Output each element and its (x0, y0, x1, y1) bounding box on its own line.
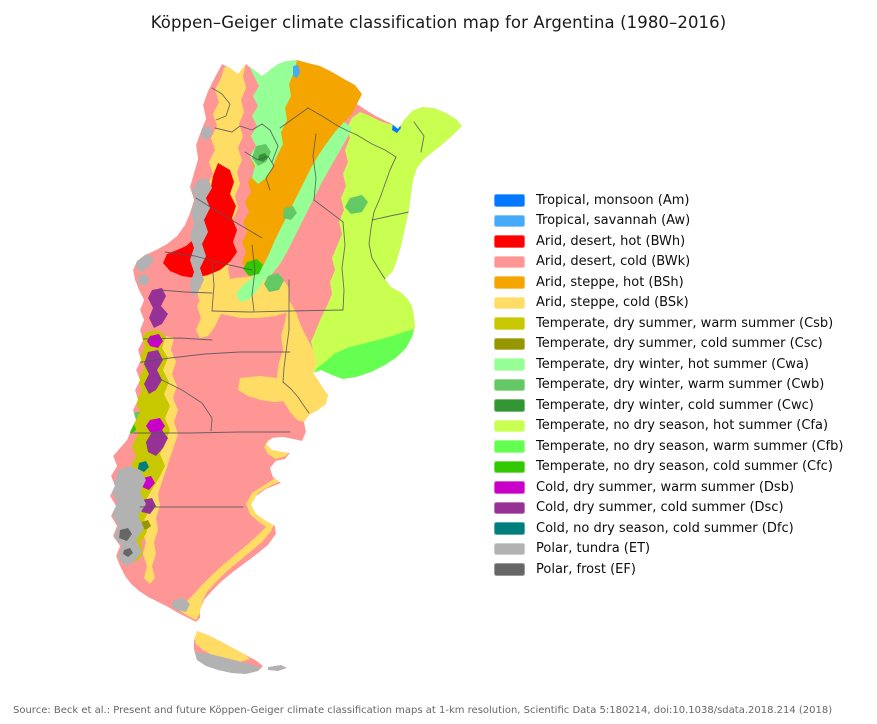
legend-swatch-Csb (494, 317, 525, 330)
legend-item-BWh: Arid, desert, hot (BWh) (494, 231, 843, 252)
legend-item-Dsb: Cold, dry summer, warm summer (Dsb) (494, 477, 843, 498)
legend-item-BWk: Arid, desert, cold (BWk) (494, 252, 843, 273)
climate-region-Aw (293, 65, 300, 78)
legend-label: Tropical, monsoon (Am) (536, 192, 690, 208)
climate-region-Cfa (310, 107, 462, 379)
province-border (141, 337, 213, 341)
legend-item-Cwa: Temperate, dry winter, hot summer (Cwa) (494, 354, 843, 375)
climate-region-EF (119, 528, 133, 557)
legend-label: Arid, desert, hot (BWh) (536, 233, 686, 249)
legend-label: Arid, steppe, hot (BSh) (536, 274, 684, 290)
legend-swatch-BWh (494, 235, 525, 248)
legend-label: Temperate, dry winter, cold summer (Cwc) (536, 397, 814, 413)
legend: Tropical, monsoon (Am) Tropical, savannah… (494, 190, 843, 580)
legend-swatch-Cfc (494, 460, 525, 473)
province-border (159, 289, 213, 294)
province-border (279, 107, 309, 129)
province-border (371, 211, 410, 221)
page-title: Köppen–Geiger climate classification map… (150, 13, 727, 32)
legend-label: Cold, dry summer, cold summer (Dsc) (536, 500, 784, 516)
legend-swatch-Cfa (494, 419, 525, 432)
legend-swatch-Cwb (494, 378, 525, 391)
legend-label: Temperate, dry summer, cold summer (Csc) (536, 336, 823, 352)
legend-label: Cold, dry summer, warm summer (Dsb) (536, 479, 795, 495)
legend-swatch-Dsb (494, 481, 525, 494)
legend-label: Arid, desert, cold (BWk) (536, 254, 691, 270)
province-border (282, 279, 290, 383)
legend-label: Temperate, no dry season, hot summer (Cf… (536, 418, 829, 434)
legend-swatch-Am (494, 194, 525, 207)
legend-item-Am: Tropical, monsoon (Am) (494, 190, 843, 211)
province-border (211, 261, 215, 312)
province-border (134, 351, 291, 364)
legend-swatch-EF (494, 563, 525, 576)
province-border (195, 197, 263, 239)
legend-item-BSh: Arid, steppe, hot (BSh) (494, 272, 843, 293)
legend-swatch-ET (494, 542, 525, 555)
climate-region-Cfb (314, 329, 414, 379)
province-border (251, 244, 256, 312)
legend-item-Cfb: Temperate, no dry season, warm summer (C… (494, 436, 843, 457)
climate-region-ET (111, 126, 287, 674)
legend-swatch-Dfc (494, 522, 525, 535)
legend-item-BSk: Arid, steppe, cold (BSk) (494, 293, 843, 314)
province-border (133, 431, 291, 434)
legend-item-Csc: Temperate, dry summer, cold summer (Csc) (494, 334, 843, 355)
legend-label: Polar, tundra (ET) (536, 541, 651, 557)
legend-item-Cfa: Temperate, no dry season, hot summer (Cf… (494, 416, 843, 437)
legend-item-ET: Polar, tundra (ET) (494, 539, 843, 560)
province-border (312, 133, 317, 201)
province-border (307, 107, 358, 136)
province-border (356, 134, 397, 158)
legend-swatch-BWk (494, 255, 525, 268)
legend-label: Arid, steppe, cold (BSk) (536, 295, 689, 311)
climate-region-Cwa (236, 60, 352, 302)
legend-item-Cwc: Temperate, dry winter, cold summer (Cwc) (494, 395, 843, 416)
legend-item-EF: Polar, frost (EF) (494, 559, 843, 580)
legend-item-Cwb: Temperate, dry winter, warm summer (Cwb) (494, 375, 843, 396)
legend-swatch-BSh (494, 276, 525, 289)
legend-swatch-BSk (494, 296, 525, 309)
legend-item-Dsc: Cold, dry summer, cold summer (Dsc) (494, 498, 843, 519)
legend-item-Aw: Tropical, savannah (Aw) (494, 211, 843, 232)
legend-label: Tropical, savannah (Aw) (536, 213, 691, 229)
province-border (282, 381, 310, 414)
province-border (211, 87, 231, 121)
legend-item-Csb: Temperate, dry summer, warm summer (Csb) (494, 313, 843, 334)
legend-item-Cfc: Temperate, no dry season, cold summer (C… (494, 457, 843, 478)
legend-label: Temperate, no dry season, cold summer (C… (536, 459, 833, 475)
legend-label: Temperate, dry winter, warm summer (Cwb) (536, 377, 825, 393)
source-citation: Source: Beck et al.: Present and future … (13, 705, 833, 716)
province-border (341, 221, 346, 311)
legend-swatch-Cwc (494, 399, 525, 412)
legend-swatch-Dsc (494, 501, 525, 514)
legend-label: Temperate, no dry season, warm summer (C… (536, 438, 844, 454)
legend-swatch-Cwa (494, 358, 525, 371)
legend-swatch-Aw (494, 214, 525, 227)
province-border (244, 151, 275, 191)
legend-swatch-Cfb (494, 440, 525, 453)
legend-item-Dfc: Cold, no dry season, cold summer (Dfc) (494, 518, 843, 539)
province-border (214, 123, 271, 133)
province-border (211, 309, 344, 313)
legend-label: Cold, no dry season, cold summer (Dfc) (536, 520, 794, 536)
legend-label: Temperate, dry winter, hot summer (Cwa) (536, 356, 809, 372)
province-border (157, 377, 213, 432)
legend-label: Temperate, dry summer, warm summer (Csb) (536, 315, 834, 331)
climate-region-Dfc (130, 461, 149, 498)
climate-region-BSk (141, 64, 328, 662)
province-border (413, 121, 425, 153)
legend-swatch-Csc (494, 337, 525, 350)
legend-label: Polar, frost (EF) (536, 561, 636, 577)
climate-region-Dsc (138, 288, 168, 514)
province-border (313, 199, 344, 223)
province-border (269, 129, 279, 163)
province-border (164, 251, 253, 271)
